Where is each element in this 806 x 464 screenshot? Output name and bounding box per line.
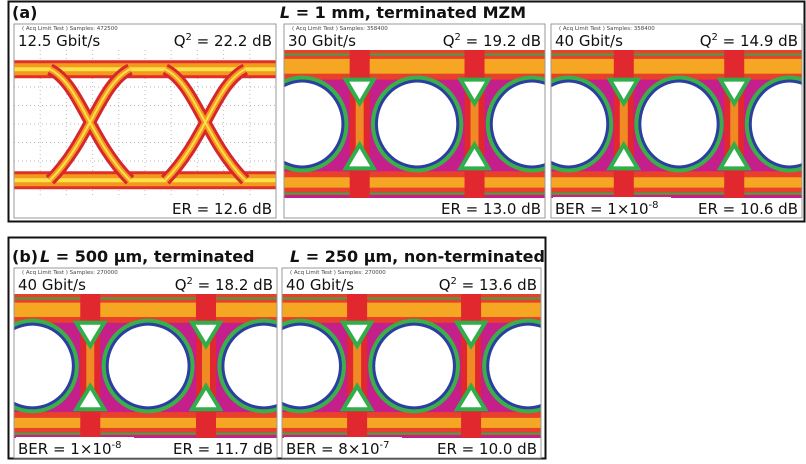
extinction-ratio: ER = 10.6 dB [698, 200, 798, 218]
panel-b-label: (b) [12, 247, 38, 266]
bit-rate: 30 Gbit/s [288, 32, 356, 50]
page: {"panel_a": {"label": "(a)", "title_ital… [0, 0, 806, 464]
label: BER = 8×10-7 [286, 440, 389, 458]
label: Q2 = 18.2 dB [175, 276, 273, 294]
eye-diagram: ( Acq Limit Test ) Samples: 47250012.5 G… [14, 24, 276, 218]
label-part: Q [174, 32, 186, 50]
label-part: Q [175, 276, 187, 294]
eye-area [0, 294, 310, 438]
bit-rate: 40 Gbit/s [18, 276, 86, 294]
label: Q2 = 22.2 dB [174, 32, 272, 50]
figure: (a) L = 1 mm, terminated MZM (b) ( Acq L… [0, 0, 806, 460]
bit-rate: 40 Gbit/s [286, 276, 354, 294]
band [282, 303, 541, 317]
extinction-ratio: ER = 11.7 dB [173, 440, 273, 458]
eye-diagram: ( Acq Limit Test ) Samples: 27000040 Gbi… [0, 268, 310, 458]
label-part: = 14.9 dB [718, 32, 798, 50]
panel-a-label: (a) [12, 3, 37, 22]
bit-rate: 40 Gbit/s [555, 32, 623, 50]
band [14, 303, 277, 317]
band [14, 418, 277, 428]
label-part: = 19.2 dB [461, 32, 541, 50]
bit-rate: 12.5 Gbit/s [18, 32, 100, 50]
title-italic: L [290, 247, 300, 266]
label: BER = 1×10-8 [18, 440, 121, 458]
title-rest: = 250 µm, non-terminated [300, 247, 545, 266]
label-part: BER = 1×10 [555, 200, 649, 218]
label: Q2 = 19.2 dB [443, 32, 541, 50]
eye-opening [109, 326, 188, 407]
eye-area [254, 294, 574, 438]
panel-a-title: L = 1 mm, terminated MZM [280, 3, 526, 22]
panel-b-title: L = 500 µm, terminated [40, 247, 255, 266]
label: BER = 1×10-8 [555, 200, 658, 218]
label: Q2 = 14.9 dB [700, 32, 798, 50]
label-part: BER = 8×10 [286, 440, 380, 458]
superscript: -7 [380, 440, 390, 451]
band [284, 59, 545, 74]
label-part: Q [700, 32, 712, 50]
band [551, 177, 802, 187]
title-italic: L [280, 3, 290, 22]
band [551, 59, 802, 74]
label-part: Q [443, 32, 455, 50]
eye-opening [489, 326, 567, 407]
band [282, 418, 541, 428]
label-part: = 18.2 dB [193, 276, 273, 294]
eye-opening [641, 83, 716, 166]
superscript: -8 [649, 200, 659, 211]
title-rest: = 500 µm, terminated [50, 247, 254, 266]
eye-opening [378, 83, 456, 166]
eye-diagram: ( Acq Limit Test ) Samples: 27000040 Gbi… [254, 268, 574, 458]
eye-diagram: ( Acq Limit Test ) Samples: 35840030 Gbi… [256, 24, 578, 218]
label-part: BER = 1×10 [18, 440, 112, 458]
panel-b-title: L = 250 µm, non-terminated [290, 247, 545, 266]
label-part: Q [439, 276, 451, 294]
label-part: = 13.6 dB [457, 276, 537, 294]
superscript: -8 [112, 440, 122, 451]
extinction-ratio: ER = 12.6 dB [172, 200, 272, 218]
title-italic: L [40, 247, 50, 266]
label-part: = 22.2 dB [192, 32, 272, 50]
eye-opening [375, 326, 453, 407]
eye-area [524, 50, 806, 198]
eye-area [256, 50, 578, 198]
label: Q2 = 13.6 dB [439, 276, 537, 294]
band [284, 177, 545, 187]
extinction-ratio: ER = 13.0 dB [441, 200, 541, 218]
title-rest: = 1 mm, terminated MZM [290, 3, 526, 22]
extinction-ratio: ER = 10.0 dB [437, 440, 537, 458]
eye-area [14, 50, 276, 198]
